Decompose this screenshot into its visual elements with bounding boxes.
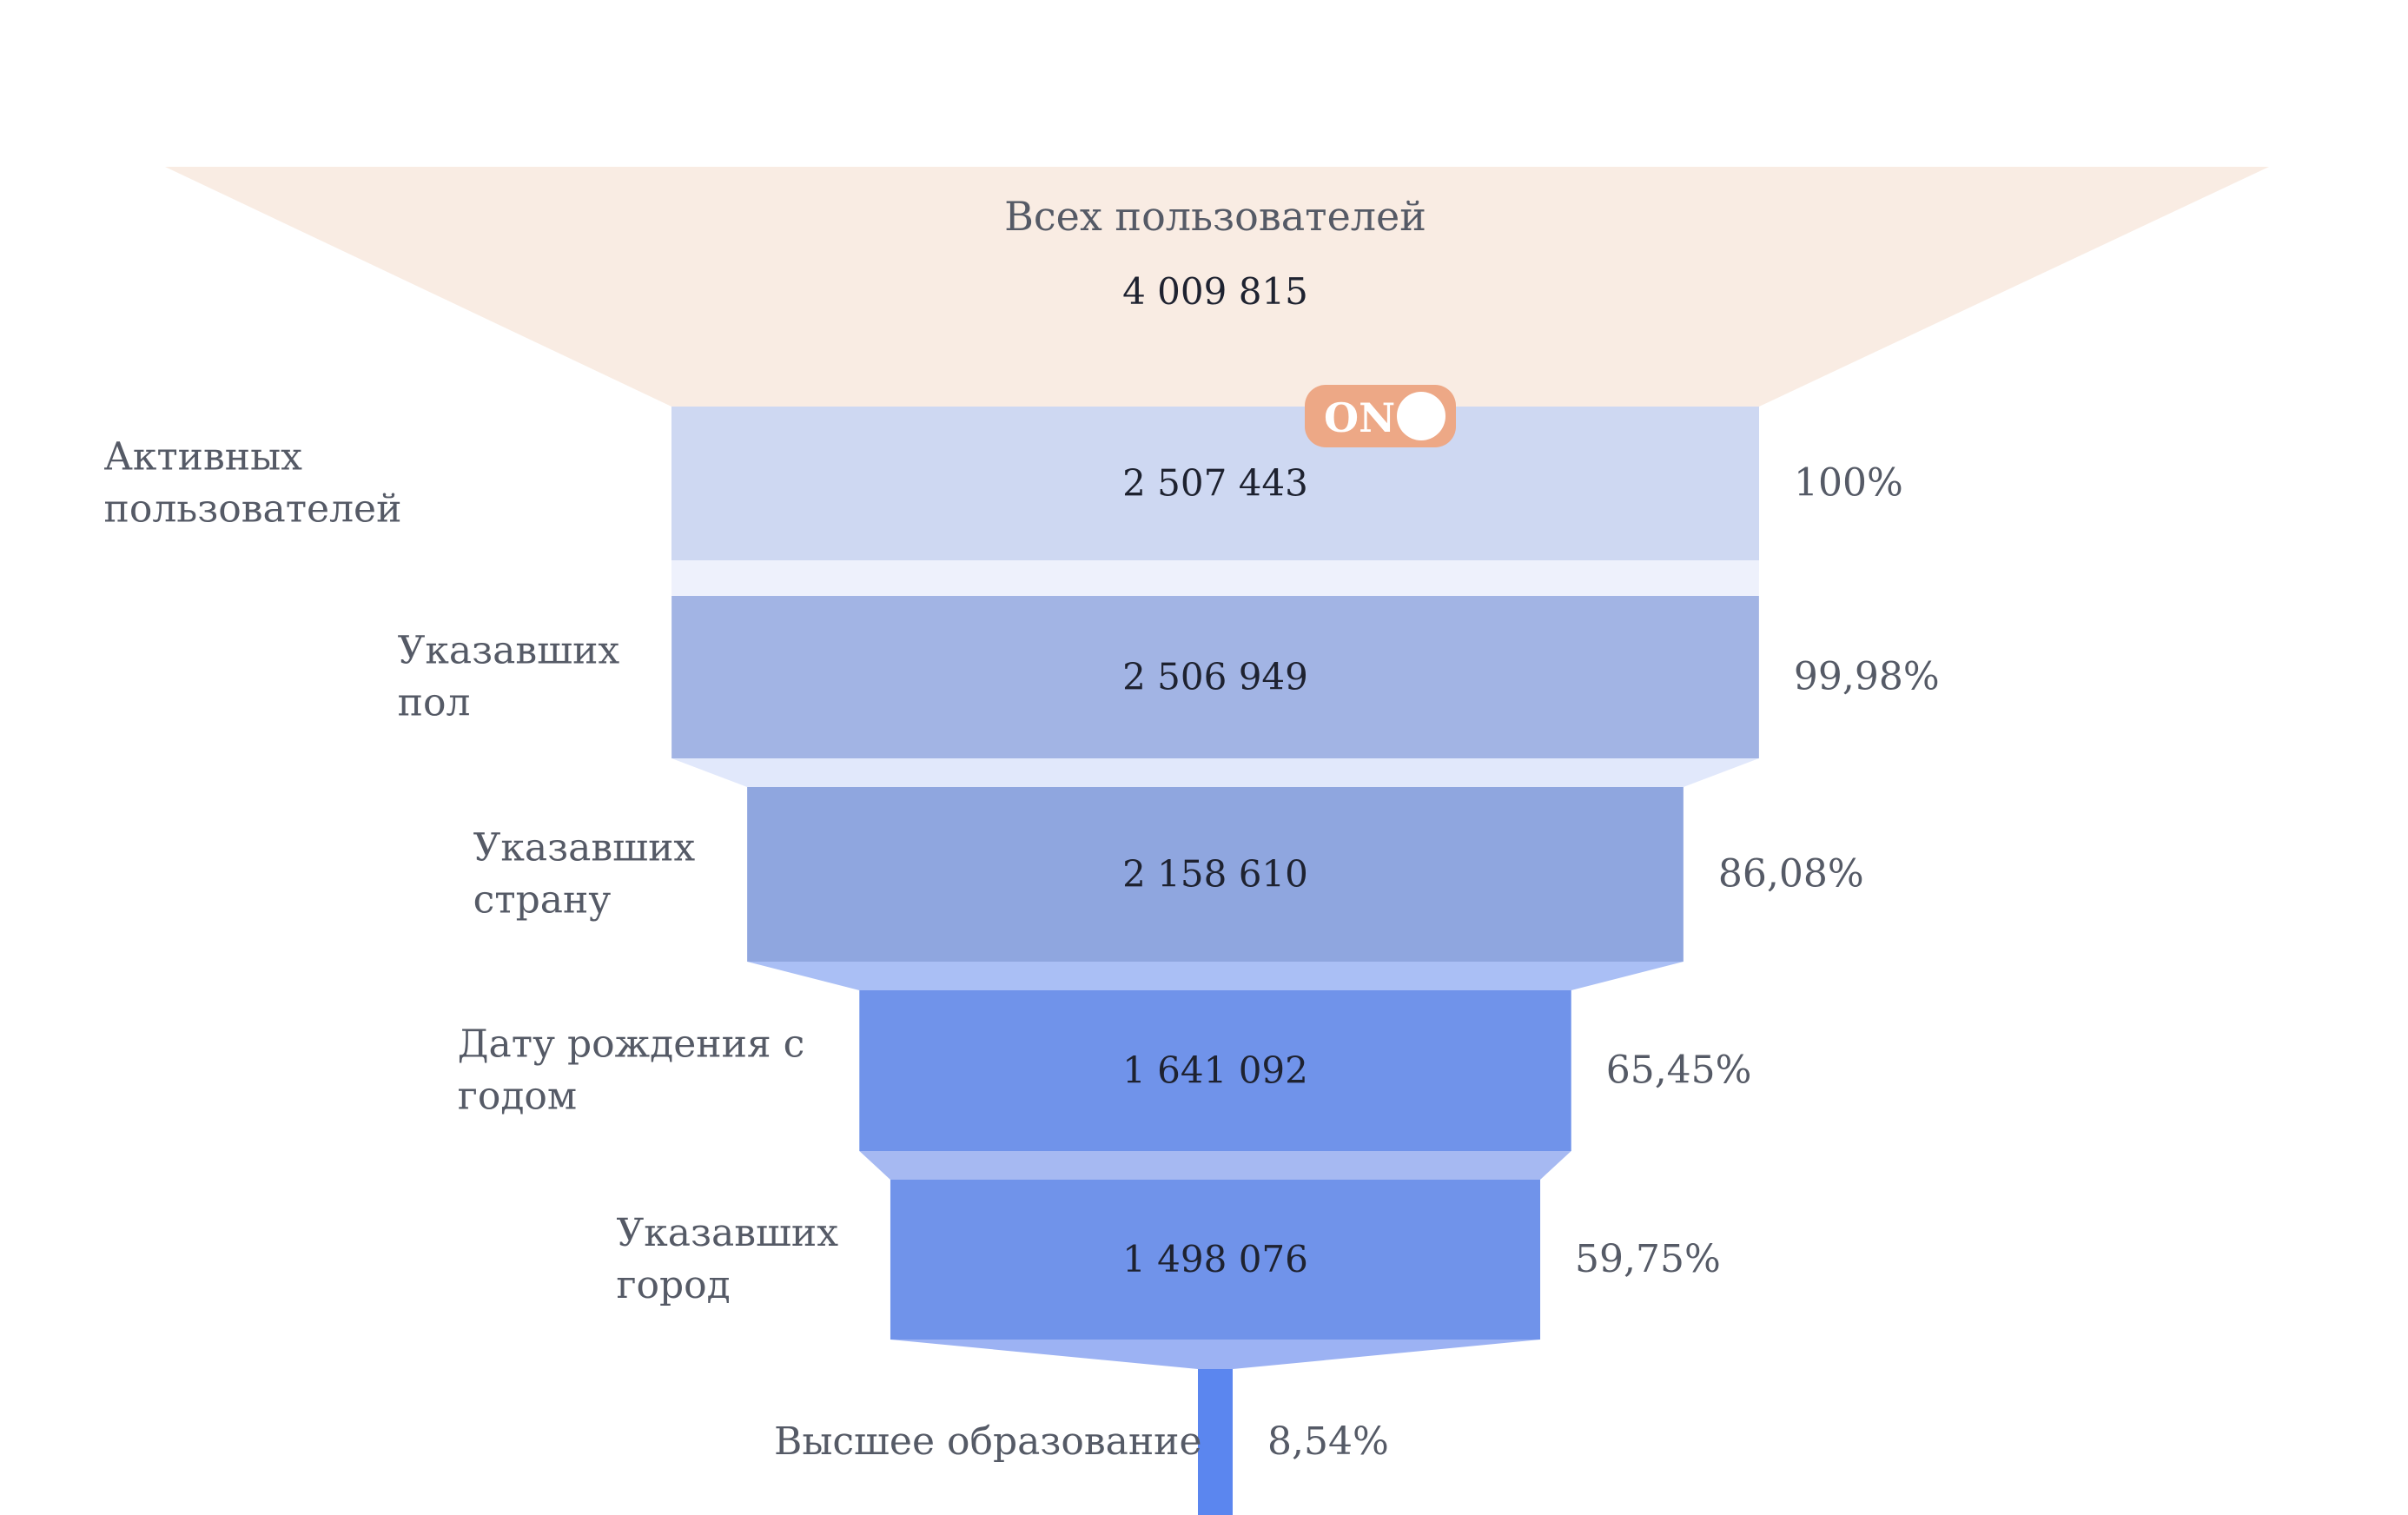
stage-label-2-line-0: Указавших — [473, 826, 696, 870]
funnel-connector-1 — [671, 758, 1759, 787]
funnel-connector-3 — [859, 1151, 1571, 1180]
funnel-connector-0 — [671, 560, 1759, 596]
stage-percent-3: 65,45% — [1606, 1049, 1752, 1093]
stage-label-0-line-0: Активных — [104, 435, 303, 480]
top-segment-label: Всех пользователей — [1004, 193, 1426, 240]
funnel-connector-4 — [890, 1340, 1541, 1369]
stage-label-3-line-1: годом — [458, 1075, 577, 1119]
funnel-shapes — [165, 167, 2269, 1515]
stage-value-0: 2 507 443 — [1122, 462, 1308, 505]
stage-percent-0: 100% — [1794, 461, 1903, 506]
funnel-connector-2 — [747, 962, 1684, 990]
stage-label-4-line-0: Указавших — [616, 1211, 838, 1255]
stage-label-3-line-0: Дату рождения с — [458, 1022, 805, 1067]
stage-percent-1: 99,98% — [1794, 655, 1940, 699]
stage-percent-5: 8,54% — [1267, 1419, 1389, 1464]
funnel-top-segment — [165, 167, 2269, 407]
funnel-bar-4 — [890, 1180, 1541, 1340]
funnel-bar-5 — [1198, 1369, 1233, 1515]
on-toggle[interactable]: ON — [1305, 385, 1456, 447]
stage-value-4: 1 498 076 — [1122, 1238, 1308, 1280]
stage-label-2-line-1: страну — [473, 878, 612, 923]
funnel-bar-1 — [671, 596, 1759, 758]
stage-label-4-line-1: город — [616, 1263, 730, 1307]
stage-label-1-line-0: Указавших — [398, 629, 620, 673]
stage-percent-4: 59,75% — [1575, 1237, 1721, 1281]
stage-label-1-line-1: пол — [398, 681, 471, 725]
toggle-label: ON — [1324, 394, 1395, 441]
funnel-texts: Всех пользователей 4 009 815 2 507 443 100%… — [104, 193, 1940, 1464]
toggle-knob[interactable] — [1397, 392, 1445, 440]
funnel-bar-2 — [747, 787, 1684, 962]
top-segment-value: 4 009 815 — [1122, 270, 1308, 313]
stage-value-3: 1 641 092 — [1122, 1049, 1308, 1092]
funnel-bar-3 — [859, 990, 1571, 1151]
stage-label-5-line-0: Высшее образование — [774, 1419, 1202, 1464]
stage-label-0-line-1: пользователей — [104, 487, 402, 532]
funnel-bar-0 — [671, 407, 1759, 560]
stage-value-1: 2 506 949 — [1122, 656, 1308, 698]
stage-percent-2: 86,08% — [1718, 852, 1864, 896]
stage-value-2: 2 158 610 — [1122, 853, 1308, 896]
